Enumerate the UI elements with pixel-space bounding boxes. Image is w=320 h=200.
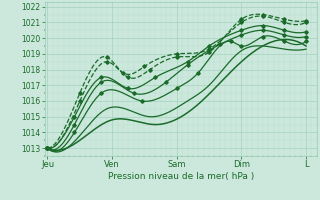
X-axis label: Pression niveau de la mer( hPa ): Pression niveau de la mer( hPa ) bbox=[108, 172, 254, 181]
